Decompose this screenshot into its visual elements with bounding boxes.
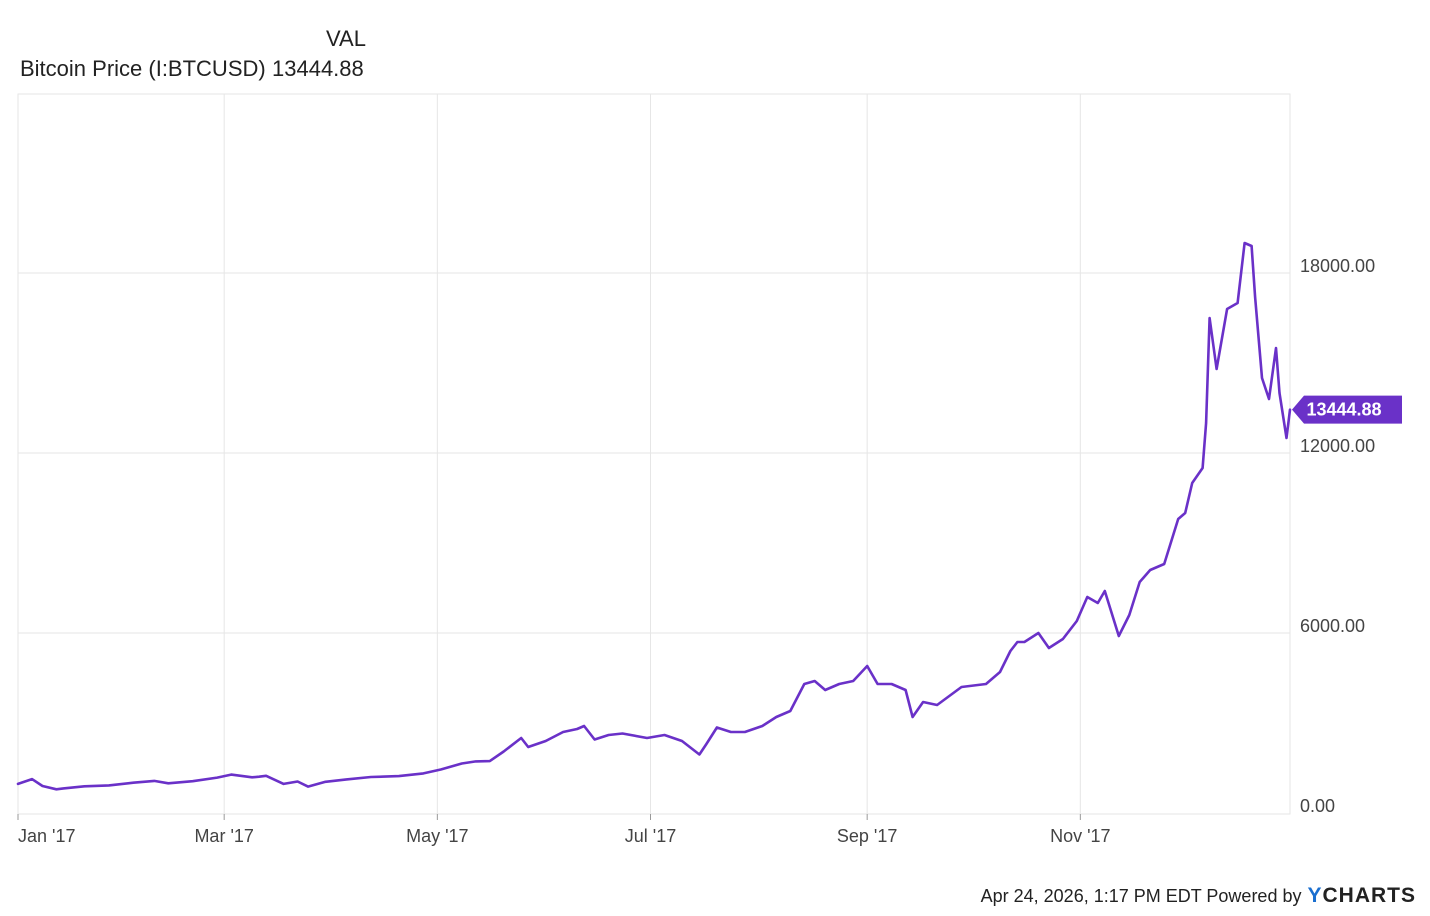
x-axis: Jan '17 Mar '17 May '17 Jul '17 Sep '17 Nov '… xyxy=(17,814,1111,846)
y-tick-label: 18000.00 xyxy=(1300,256,1375,276)
y-axis: 0.00 6000.00 12000.00 18000.00 xyxy=(1300,256,1375,816)
x-tick-label: Mar '17 xyxy=(194,826,253,846)
y-tick-label: 12000.00 xyxy=(1300,436,1375,456)
last-value-badge: 13444.88 xyxy=(1292,395,1402,424)
x-tick-label: Nov '17 xyxy=(1050,826,1110,846)
x-tick-label: Jul '17 xyxy=(625,826,676,846)
series-line-btc[interactable] xyxy=(16,241,1292,791)
plot-border xyxy=(17,93,1291,815)
ycharts-logo[interactable]: YCHARTS xyxy=(1307,884,1416,908)
grid-lines xyxy=(17,94,1290,814)
plot-frame xyxy=(17,93,1291,815)
x-tick-label: Sep '17 xyxy=(837,826,898,846)
series-layer xyxy=(16,241,1292,791)
x-tick-label: May '17 xyxy=(406,826,468,846)
footer: Apr 24, 2026, 1:17 PM EDT Powered by YCH… xyxy=(981,884,1416,908)
legend-series-name[interactable]: Bitcoin Price (I:BTCUSD) xyxy=(20,56,266,81)
legend-column-header: VAL xyxy=(326,26,366,51)
y-tick-label: 6000.00 xyxy=(1300,616,1365,636)
logo-text: CHARTS xyxy=(1322,884,1416,907)
footer-timestamp: Apr 24, 2026, 1:17 PM EDT Powered by xyxy=(980,885,1302,906)
legend-series-value: 13444.88 xyxy=(272,56,364,81)
last-value-badge-label: 13444.88 xyxy=(1306,400,1381,420)
x-tick-label: Jan '17 xyxy=(18,826,75,846)
y-tick-label: 0.00 xyxy=(1300,796,1335,816)
legend: VAL Bitcoin Price (I:BTCUSD) 13444.88 xyxy=(18,20,398,84)
last-value-badge-shape xyxy=(1292,395,1402,424)
logo-y: Y xyxy=(1307,884,1323,907)
